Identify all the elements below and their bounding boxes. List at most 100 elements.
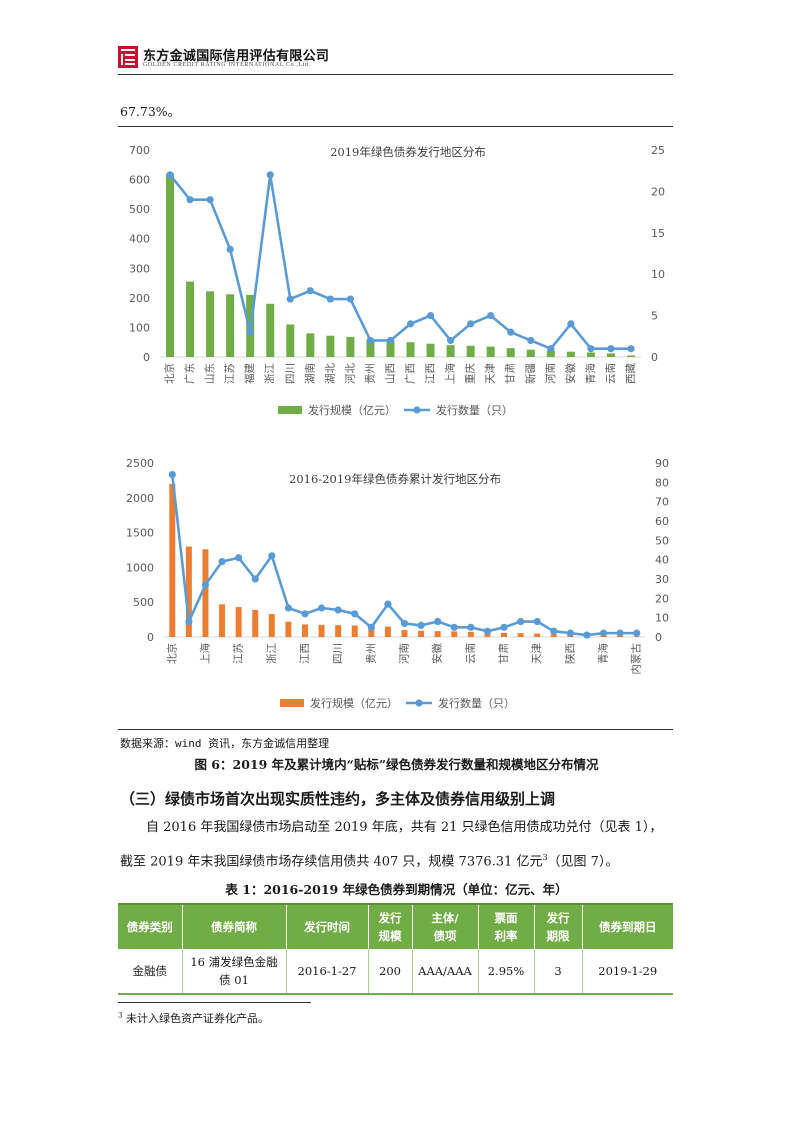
legend-label: 发行规模（亿元） xyxy=(310,696,398,710)
bar xyxy=(626,355,635,357)
table-header-row: 债券类别 债券简称 发行时间 发行 规模 主体/债项 票面 利率 发行 期限 债券到期日 xyxy=(118,903,673,949)
y-right-tick-label: 80 xyxy=(655,476,669,489)
y-left-tick-label: 1500 xyxy=(126,527,154,540)
line-point xyxy=(334,606,342,614)
y-right-tick-label: 70 xyxy=(655,496,669,509)
y-right-tick-label: 5 xyxy=(651,310,658,323)
y-right-tick-label: 50 xyxy=(655,534,669,547)
table-cell: 200 xyxy=(368,949,413,995)
bar xyxy=(426,343,435,357)
source-note: 数据来源：wind 资讯，东方金诚信用整理 xyxy=(120,737,330,750)
y-right-tick-label: 10 xyxy=(651,268,665,281)
table-row: 金融债 16 浦发绿色金融债 01 2016-1-27 200 AAA/AAA 2.95%… xyxy=(118,949,673,995)
bar xyxy=(384,626,391,637)
legend-label: 发行数量（只） xyxy=(436,403,513,417)
line-point xyxy=(533,617,541,626)
y-left-tick-label: 0 xyxy=(147,631,154,644)
line-point xyxy=(483,627,492,635)
x-tick-label: 云南 xyxy=(604,363,617,384)
y-right-tick-label: 20 xyxy=(655,592,669,605)
bar xyxy=(268,614,275,637)
bar xyxy=(467,631,474,637)
line-point xyxy=(450,623,458,631)
x-tick-label: 贵州 xyxy=(363,363,376,384)
body-paragraph: 自 2016 年我国绿债市场启动至 2019 年底，共有 21 只绿色信用债成功… xyxy=(120,813,673,877)
table-cell: 2.95% xyxy=(478,949,535,995)
line-point xyxy=(246,328,254,336)
x-tick-label: 西藏 xyxy=(625,363,637,384)
x-tick-label: 北京 xyxy=(163,363,176,384)
divider-line xyxy=(118,126,673,127)
table-header-cell: 债券到期日 xyxy=(582,903,673,949)
divider-line xyxy=(118,729,673,730)
y-left-tick-label: 700 xyxy=(129,144,150,157)
line-point xyxy=(206,196,214,204)
table-cell: 16 浦发绿色金融债 01 xyxy=(182,949,287,995)
footnote-divider xyxy=(118,1002,311,1003)
bar xyxy=(219,604,226,637)
company-logo-icon xyxy=(118,46,138,68)
y-left-tick-label: 400 xyxy=(129,233,150,246)
x-tick-label: 上海 xyxy=(198,643,211,664)
line-point xyxy=(500,623,508,631)
y-right-tick-label: 15 xyxy=(651,227,665,240)
line-point xyxy=(301,610,309,618)
bar xyxy=(386,340,395,357)
line-point xyxy=(607,345,615,353)
bar xyxy=(434,631,441,637)
bar xyxy=(506,348,515,357)
line-point xyxy=(487,312,495,320)
x-tick-label: 青海 xyxy=(597,643,610,664)
bar xyxy=(418,630,425,637)
y-right-tick-label: 10 xyxy=(655,612,669,625)
footnote-ref: 3 xyxy=(542,853,548,862)
line-point xyxy=(566,629,574,637)
line-point xyxy=(467,320,475,328)
line-point xyxy=(406,320,415,328)
legend-label: 发行规模（亿元） xyxy=(308,403,396,417)
legend-swatch-bar xyxy=(278,406,302,414)
line-point xyxy=(226,245,234,253)
line-point xyxy=(185,617,193,626)
table-caption: 表 1：2016-2019 年绿色债券到期情况（单位：亿元、年） xyxy=(225,882,568,897)
y-left-tick-label: 2000 xyxy=(126,492,154,505)
line-point xyxy=(527,336,535,345)
table-cell: 2016-1-27 xyxy=(286,949,369,995)
line-point xyxy=(186,196,194,204)
x-tick-label: 甘肃 xyxy=(497,643,510,664)
bar xyxy=(366,339,375,357)
bar xyxy=(202,549,209,637)
x-tick-label: 江苏 xyxy=(223,363,236,384)
x-tick-label: 山东 xyxy=(203,363,216,384)
y-left-tick-label: 2500 xyxy=(126,457,154,470)
line-series xyxy=(171,474,637,637)
bar xyxy=(351,625,358,637)
bond-maturity-table: 债券类别 债券简称 发行时间 发行 规模 主体/债项 票面 利率 发行 期限 债券到期日 金融债 16… xyxy=(118,903,673,995)
bar xyxy=(185,546,192,637)
legend-label: 发行数量（只） xyxy=(438,696,515,710)
line-point xyxy=(426,312,435,320)
table-header-cell: 发行 期限 xyxy=(534,903,583,949)
bar xyxy=(318,624,325,637)
line-point xyxy=(550,627,558,635)
bar xyxy=(186,281,195,357)
bar xyxy=(301,624,308,637)
y-left-tick-label: 0 xyxy=(143,351,150,364)
table-cell: 金融债 xyxy=(118,949,183,995)
line-point xyxy=(251,575,259,583)
bar xyxy=(285,621,292,637)
line-point xyxy=(616,629,624,637)
x-tick-label: 新疆 xyxy=(524,363,537,384)
bar xyxy=(466,345,475,357)
line-point xyxy=(583,631,591,639)
line-point xyxy=(599,629,608,637)
y-left-tick-label: 500 xyxy=(133,596,154,609)
x-tick-label: 浙江 xyxy=(264,363,276,384)
y-right-tick-label: 60 xyxy=(655,515,669,528)
bar xyxy=(286,324,295,357)
x-tick-label: 福建 xyxy=(243,363,256,384)
bar xyxy=(451,631,458,637)
line-point xyxy=(507,328,515,336)
line-point xyxy=(317,604,326,612)
table-cell: AAA/AAA xyxy=(412,949,479,995)
